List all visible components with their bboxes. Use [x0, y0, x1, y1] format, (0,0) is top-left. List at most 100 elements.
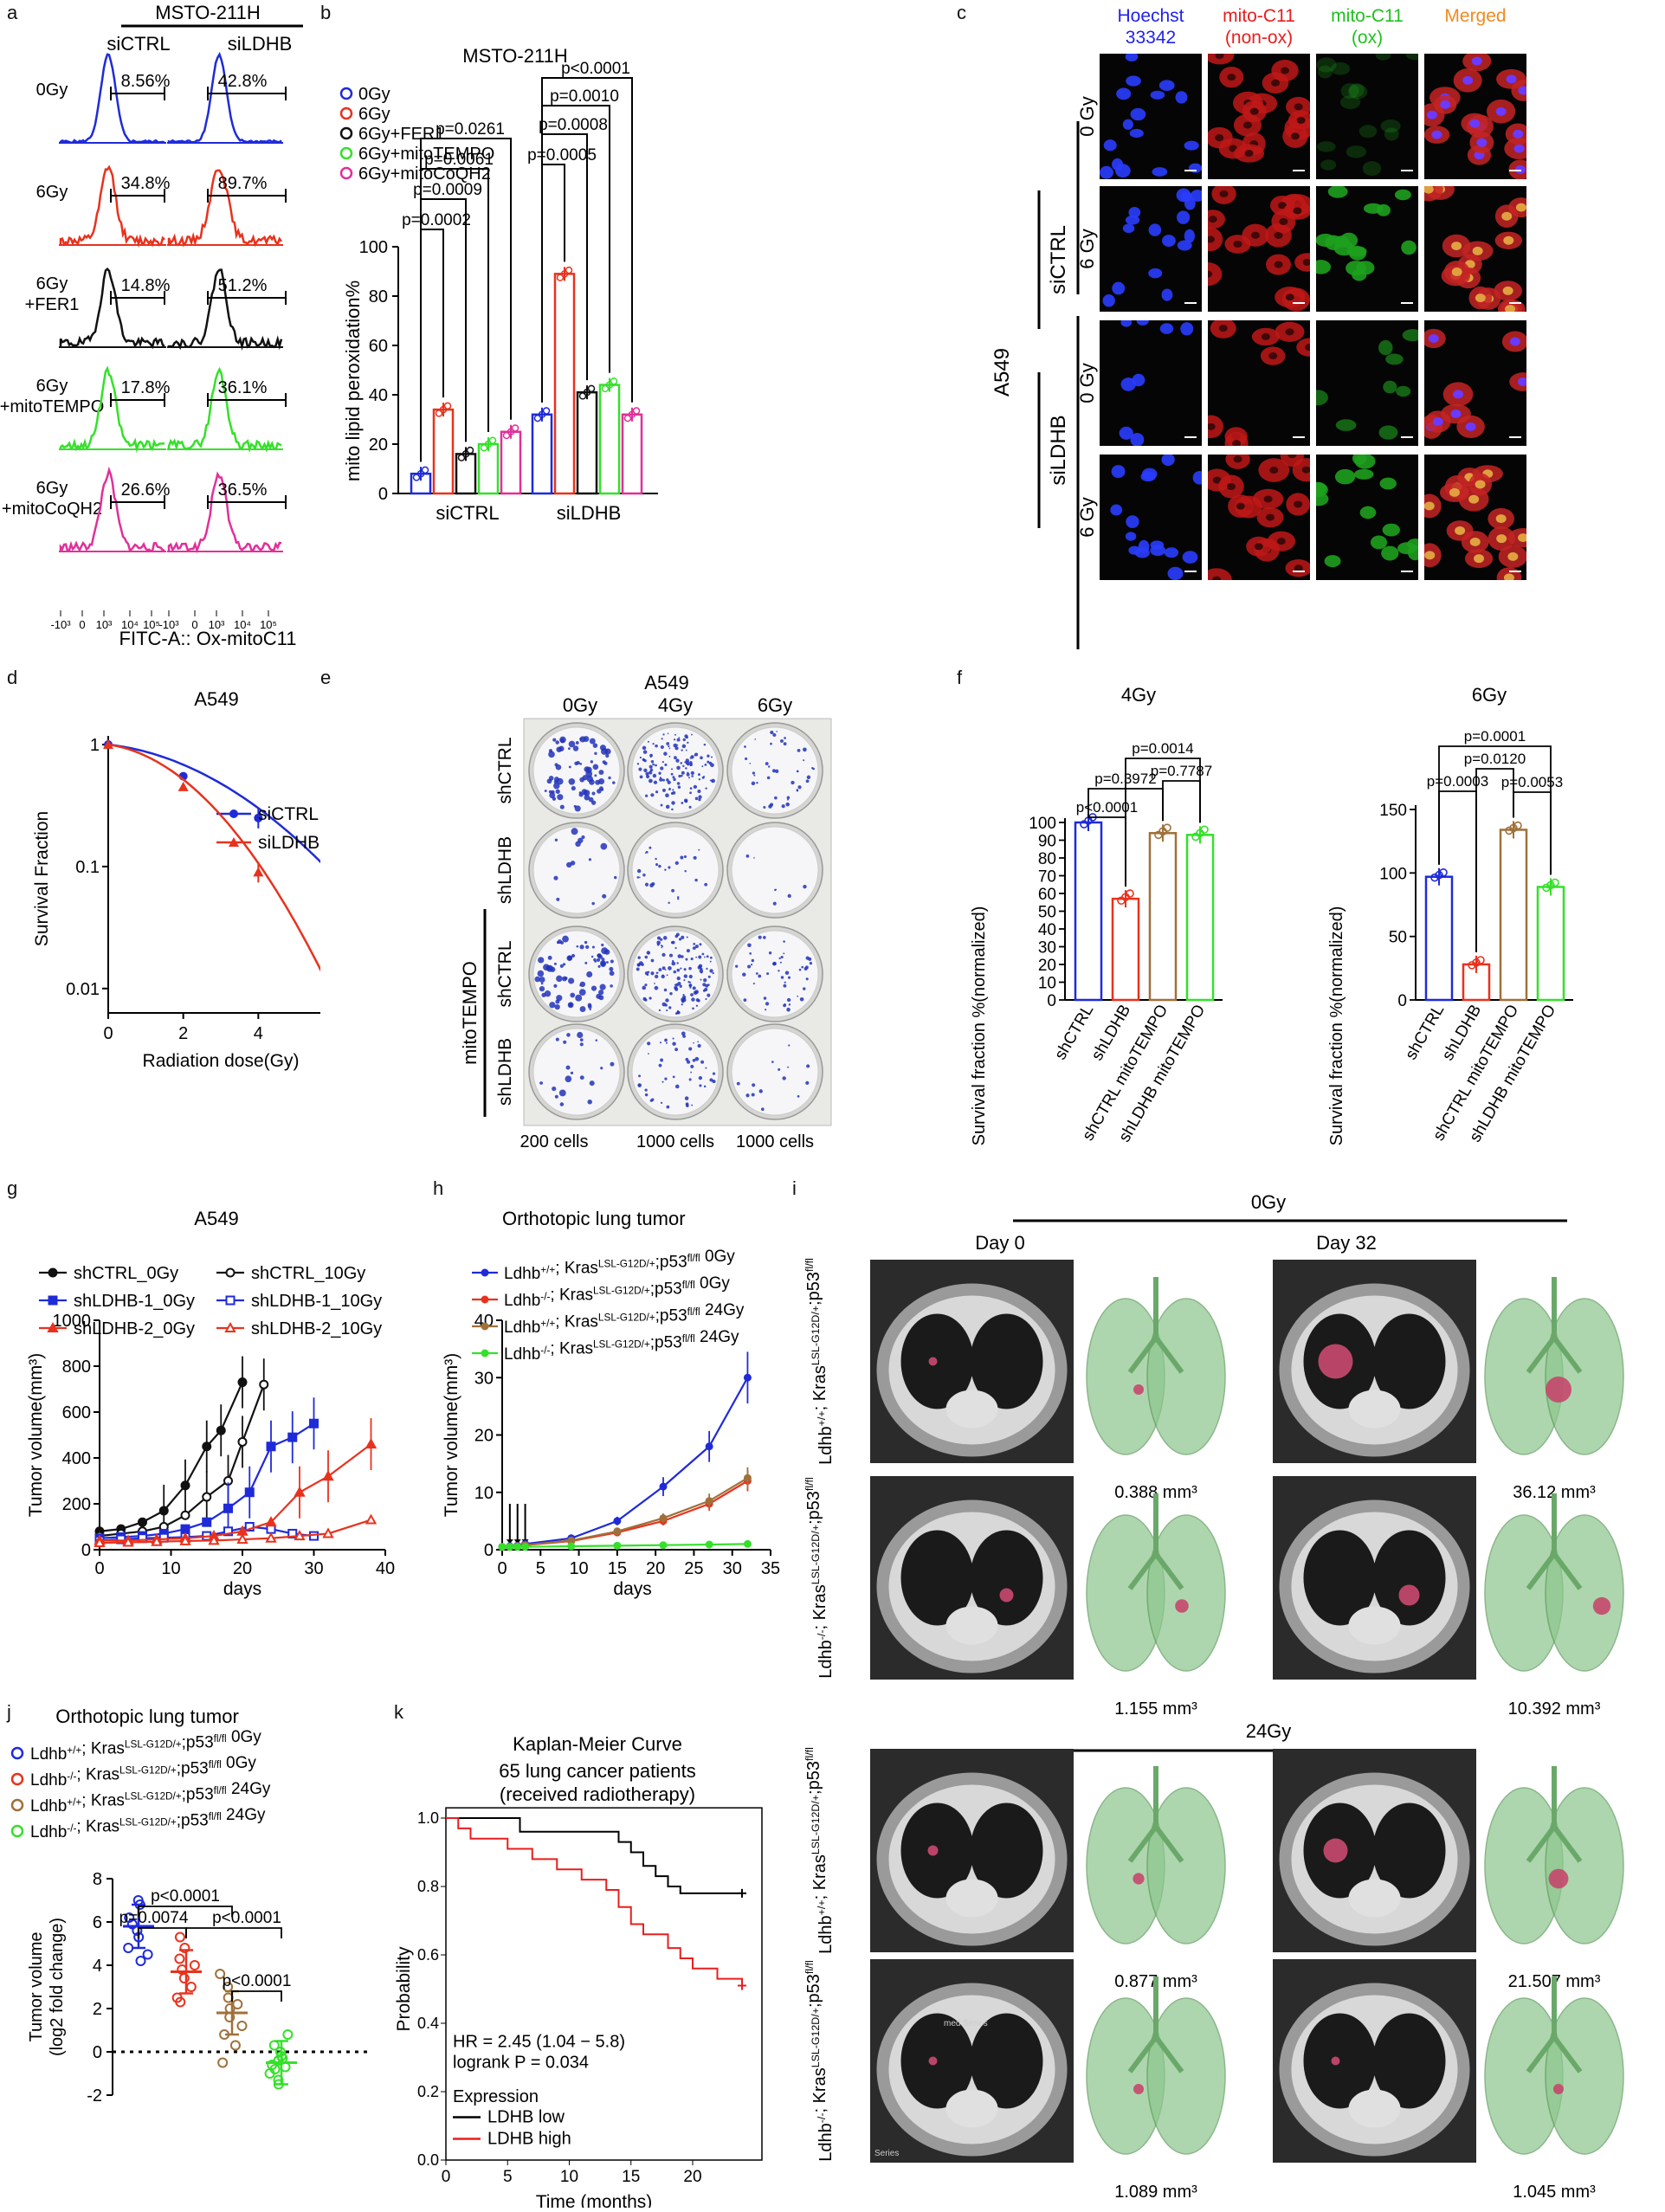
data-point: [1513, 821, 1522, 830]
colony: [681, 802, 684, 804]
colony: [642, 745, 647, 751]
colony: [539, 977, 545, 983]
colony: [665, 793, 669, 798]
colony: [543, 964, 550, 971]
colony: [658, 968, 662, 971]
panel-g-ylabel: Tumor volume(mm³): [26, 1353, 46, 1517]
lung-3d-right: [1545, 1997, 1624, 2155]
cell-ox: [1397, 542, 1417, 555]
gate-percent: 26.6%: [121, 480, 171, 500]
colony: [570, 992, 576, 998]
colony: [788, 1044, 791, 1047]
data-point: [224, 1321, 236, 1332]
axis-tick-label: 10⁴: [234, 618, 251, 631]
colony: [583, 736, 590, 743]
legend-label: 0Gy: [358, 85, 390, 104]
colony: [649, 996, 652, 1000]
colony: [588, 858, 592, 861]
data-point: [236, 2021, 248, 2031]
panel-c-group-siLDHB: siLDHB: [1047, 415, 1070, 485]
y-tick-label: 80: [1038, 850, 1056, 868]
panel-letter-g: g: [7, 1177, 18, 1199]
colony: [745, 1093, 750, 1098]
lung-3d-tumor: [1133, 1873, 1145, 1885]
colony: [645, 794, 649, 797]
colony: [681, 1031, 686, 1036]
cell-merged-center: [1455, 526, 1466, 535]
petri-dish-inner: [631, 1028, 720, 1116]
legend-marker: [10, 1798, 24, 1812]
colony: [660, 766, 664, 771]
colony: [680, 762, 683, 764]
y-tick-label: 0: [1397, 992, 1407, 1010]
colony: [675, 758, 680, 763]
colony: [609, 971, 615, 977]
panel-b-ylabel: mito lipid peroxidation%: [342, 281, 364, 481]
cell-ox: [1378, 339, 1393, 356]
pvalue-label: p=0.0001: [1464, 728, 1526, 745]
lung-3d-right: [1545, 1787, 1624, 1944]
colony: [751, 1093, 755, 1097]
gate-percent: 36.5%: [218, 480, 268, 500]
colony: [565, 1065, 571, 1070]
data-point: [225, 1267, 236, 1278]
x-tick-label: 35: [761, 1559, 780, 1578]
data-point: [601, 384, 610, 393]
data-point: [439, 405, 448, 414]
colony: [805, 779, 810, 784]
legend-label: siCTRL: [258, 804, 319, 824]
tumor-volume-label: 1.089 mm³: [1114, 2183, 1197, 2202]
data-point: [743, 1373, 752, 1382]
cell-ox: [1382, 523, 1400, 537]
colony: [652, 773, 657, 778]
colony: [686, 772, 690, 777]
data-point: [488, 436, 497, 444]
y-tick-label: 0: [378, 485, 388, 504]
panel-e-col-1: 4Gy: [658, 694, 693, 716]
colony: [597, 953, 602, 958]
tumor-volume-label: 1.045 mm³: [1513, 2183, 1596, 2202]
legend-label: LDHB low: [487, 2108, 565, 2127]
colony: [601, 748, 608, 755]
pvalue-label: p=0.0002: [402, 211, 471, 229]
colony: [553, 777, 559, 783]
cell-merged-center: [1506, 74, 1517, 84]
cell-ox: [1359, 506, 1377, 519]
colony: [661, 952, 666, 958]
data-point: [47, 1321, 59, 1332]
cell-center: [1301, 466, 1311, 474]
colony: [589, 1008, 591, 1011]
colony: [658, 771, 661, 775]
data-point: [309, 1418, 319, 1428]
colony: [548, 751, 555, 758]
colony: [654, 983, 655, 984]
colony: [575, 741, 579, 745]
colony: [693, 855, 697, 860]
colony: [555, 740, 559, 745]
colony: [557, 939, 562, 945]
colony: [637, 956, 641, 959]
nucleus: [1125, 215, 1140, 225]
panel-h-orthotopic-growth: Orthotopic lung tumor 0 5 10 15 20 25 30 35 0 10 20…: [442, 1208, 780, 1599]
y-tick-label: 20: [369, 435, 388, 455]
cell-ox: [1401, 240, 1417, 255]
colony: [744, 745, 746, 748]
cell-merged-center: [1475, 293, 1486, 303]
legend-label: Ldhb-/-; KrasLSL-G12D/+;p53fl/fl 24Gy: [504, 1328, 739, 1364]
colony: [644, 852, 647, 854]
colony: [558, 745, 565, 751]
cell-center: [1254, 543, 1263, 551]
cell-merged-center: [1501, 211, 1513, 221]
colony: [655, 744, 658, 748]
colony: [787, 976, 791, 979]
colony: [568, 740, 576, 748]
colony: [590, 760, 594, 764]
colony: [571, 785, 576, 791]
y-tick-label: 20: [474, 1427, 494, 1446]
colony: [677, 898, 680, 900]
cell-ox: [1362, 161, 1382, 177]
colony: [660, 1058, 664, 1062]
y-tick-label: 0.2: [417, 2083, 439, 2100]
bar: [531, 413, 553, 495]
colony: [771, 769, 776, 773]
